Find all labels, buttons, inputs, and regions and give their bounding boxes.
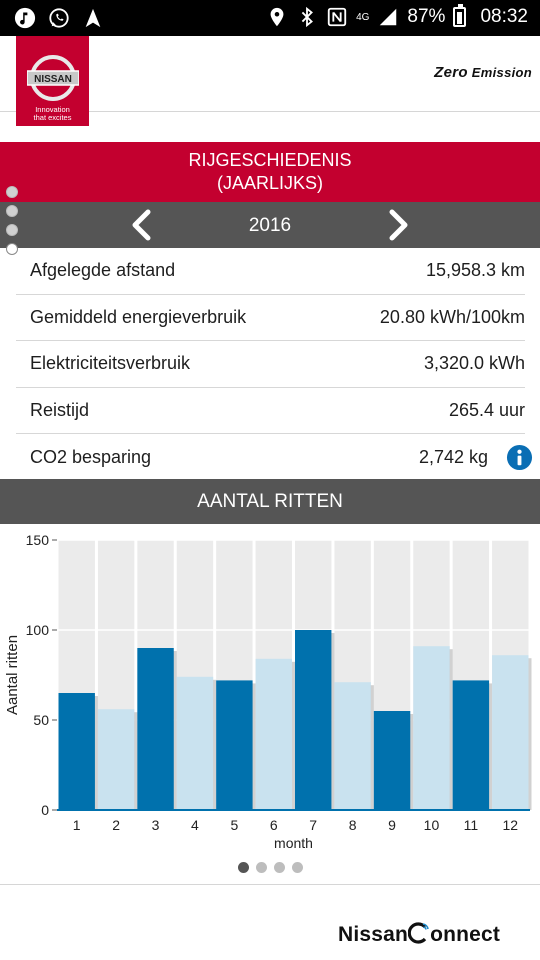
app-header: NISSAN Innovation that excites Zero Emis… — [0, 36, 540, 126]
nissan-logo[interactable]: NISSAN Innovation that excites — [16, 36, 89, 126]
side-dot[interactable] — [6, 186, 18, 198]
x-tick-label: 8 — [349, 817, 357, 833]
section-title: RIJGESCHIEDENIS (JAARLIJKS) — [0, 142, 540, 202]
stat-label: Elektriciteitsverbruik — [30, 353, 191, 374]
side-dot[interactable] — [6, 205, 18, 217]
nissan-wordmark: NISSAN — [34, 74, 72, 85]
stat-label: Reistijd — [30, 400, 90, 421]
battery-percent: 87% — [407, 6, 446, 27]
nissan-emblem-icon: NISSAN — [27, 55, 79, 101]
logo-tagline: Innovation that excites — [33, 105, 72, 122]
side-dot[interactable] — [6, 243, 18, 255]
x-tick-label: 3 — [152, 817, 160, 833]
chart-title: AANTAL RITTEN — [0, 479, 540, 524]
year-selector: 2016 — [0, 202, 540, 248]
zero-emission-prefix: Zero — [434, 64, 468, 81]
y-tick-label: 0 — [41, 802, 49, 818]
footer-divider — [0, 884, 540, 885]
x-tick-label: 2 — [112, 817, 120, 833]
stat-label: Afgelegde afstand — [30, 260, 176, 281]
zero-emission-label: Emission — [471, 65, 532, 80]
bar — [452, 680, 490, 810]
x-tick-label: 12 — [503, 817, 519, 833]
chart-pager[interactable] — [0, 862, 540, 873]
trips-chart: 0 50 100 150 1 2 3 4 5 6 7 8 9 10 11 12 month Aantal ritt… — [0, 524, 540, 854]
stat-row-electricity: Elektriciteitsverbruik 3,320.0 kWh — [16, 341, 525, 388]
bar — [255, 658, 292, 810]
bar — [373, 711, 411, 810]
pager-dot[interactable] — [255, 862, 267, 873]
y-tick-label: 50 — [33, 712, 49, 728]
stat-row-co2: CO2 besparing 2,742 kg — [16, 434, 533, 481]
stat-value: 265.4 uur — [448, 400, 525, 421]
location-icon — [270, 7, 284, 27]
previous-year-button[interactable] — [126, 208, 160, 242]
x-tick-label: 1 — [73, 817, 81, 833]
bar — [58, 693, 95, 810]
x-tick-label: 10 — [424, 817, 440, 833]
nissanconnect-logo: Nissan onnect — [338, 922, 500, 947]
network-type: 4G — [356, 11, 370, 23]
y-axis-label: Aantal ritten — [4, 635, 21, 715]
bar — [137, 648, 174, 810]
pager-dot[interactable] — [273, 862, 285, 873]
x-tick-label: 9 — [388, 817, 396, 833]
x-tick-label: 4 — [191, 817, 199, 833]
stat-row-energy-efficiency: Gemiddeld energieverbruik 20.80 kWh/100k… — [16, 295, 525, 342]
bar — [334, 682, 371, 810]
x-tick-label: 11 — [464, 817, 479, 833]
bluetooth-icon — [301, 6, 314, 28]
y-tick-label: 100 — [26, 622, 50, 638]
stat-value: 20.80 kWh/100km — [379, 306, 525, 327]
nissanconnect-brand-a: Nissan — [338, 923, 409, 946]
stats-list: Afgelegde afstand 15,958.3 km Gemiddeld … — [16, 248, 533, 481]
x-axis-label: month — [274, 835, 313, 851]
stat-value: 3,320.0 kWh — [423, 353, 525, 374]
stat-row-distance: Afgelegde afstand 15,958.3 km — [16, 248, 525, 295]
bar — [295, 630, 332, 810]
y-tick-label: 150 — [26, 532, 50, 548]
battery-icon — [453, 4, 467, 27]
whatsapp-icon — [49, 8, 69, 28]
stat-label: Gemiddeld energieverbruik — [30, 306, 247, 327]
pager-dot[interactable] — [291, 862, 303, 873]
stat-label: CO2 besparing — [30, 447, 152, 468]
bar — [97, 709, 135, 810]
nissanconnect-brand-b: onnect — [430, 923, 501, 946]
info-icon[interactable] — [506, 444, 533, 471]
navigation-icon — [85, 8, 101, 28]
bar — [216, 680, 253, 810]
bar — [413, 646, 450, 810]
stat-value: 2,742 kg — [418, 447, 488, 468]
x-tick-label: 7 — [309, 817, 317, 833]
music-icon — [14, 7, 36, 29]
zero-emission-logo: Zero Emission — [434, 64, 532, 81]
status-bar: 4G 87% 08:32 — [0, 0, 540, 36]
pager-dot[interactable] — [237, 862, 249, 873]
x-tick-label: 5 — [230, 817, 238, 833]
section-title-line1: RIJGESCHIEDENIS — [188, 150, 352, 170]
bar — [176, 676, 214, 810]
next-year-button[interactable] — [380, 208, 414, 242]
nfc-icon — [327, 7, 347, 27]
year-label: 2016 — [248, 215, 292, 236]
connect-signal-icon — [407, 922, 429, 944]
signal-icon — [380, 8, 397, 26]
x-tick-label: 6 — [270, 817, 278, 833]
clock: 08:32 — [480, 6, 528, 27]
side-dot[interactable] — [6, 224, 18, 236]
stat-value: 15,958.3 km — [425, 260, 525, 281]
stat-row-travel-time: Reistijd 265.4 uur — [16, 388, 525, 435]
section-title-line2: (JAARLIJKS) — [216, 173, 324, 193]
side-page-indicator[interactable] — [6, 186, 18, 262]
bar — [492, 655, 529, 810]
